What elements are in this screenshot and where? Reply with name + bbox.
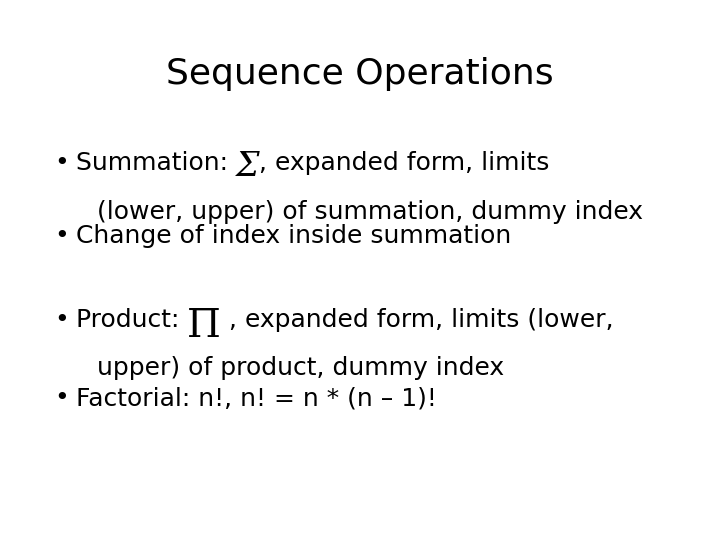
Text: •: •	[54, 151, 68, 175]
Text: •: •	[54, 386, 68, 410]
Text: , expanded form, limits (lower,: , expanded form, limits (lower,	[221, 308, 613, 332]
Text: •: •	[54, 224, 68, 248]
Text: upper) of product, dummy index: upper) of product, dummy index	[97, 356, 504, 380]
Text: Sequence Operations: Sequence Operations	[166, 57, 554, 91]
Text: Σ: Σ	[235, 151, 259, 183]
Text: , expanded form, limits: , expanded form, limits	[259, 151, 549, 175]
Text: Π: Π	[187, 308, 221, 345]
Text: Factorial: n!, n! = n * (n – 1)!: Factorial: n!, n! = n * (n – 1)!	[76, 386, 436, 410]
Text: (lower, upper) of summation, dummy index: (lower, upper) of summation, dummy index	[97, 200, 643, 224]
Text: Summation:: Summation:	[76, 151, 235, 175]
Text: Product:: Product:	[76, 308, 187, 332]
Text: Change of index inside summation: Change of index inside summation	[76, 224, 511, 248]
Text: •: •	[54, 308, 68, 332]
